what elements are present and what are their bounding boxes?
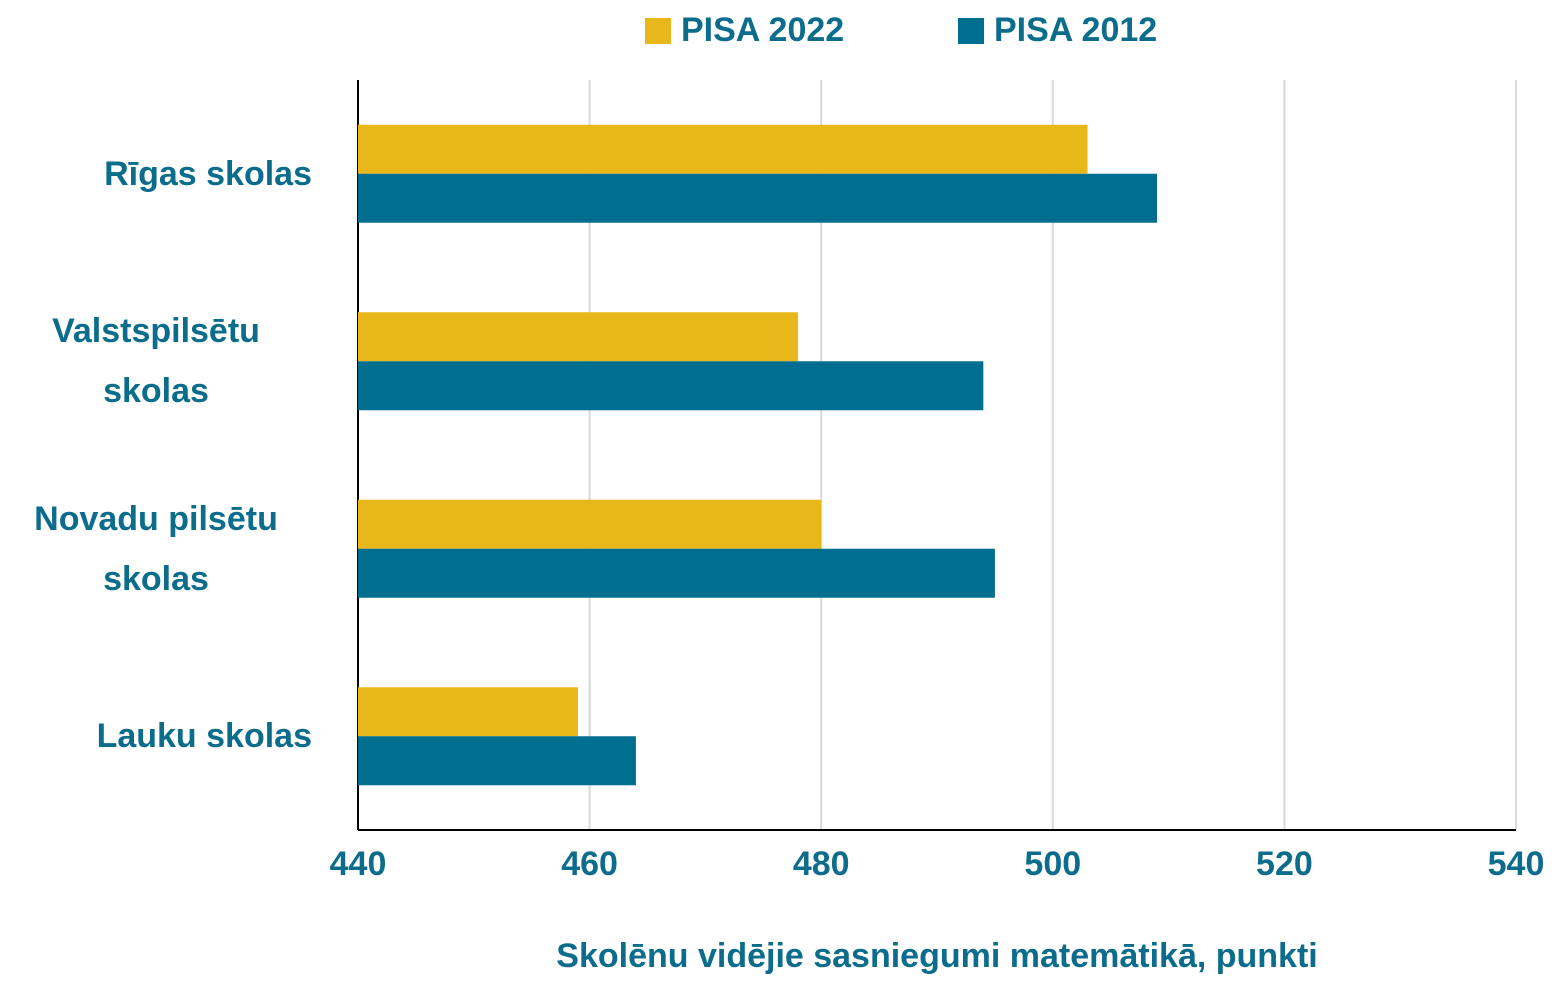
legend-swatch — [645, 18, 671, 44]
x-tick-label: 440 — [330, 845, 387, 883]
x-tick-label: 460 — [561, 845, 618, 883]
bar — [358, 736, 636, 786]
bar — [358, 361, 984, 411]
y-tick-label: Valstspilsētu skolas — [52, 312, 260, 411]
y-tick-label: Lauku skolas — [96, 717, 312, 756]
bar — [358, 499, 822, 549]
y-tick-label: Novadu pilsētu skolas — [34, 499, 278, 598]
x-tick-label: 500 — [1024, 845, 1081, 883]
x-tick-label: 480 — [793, 845, 850, 883]
legend-label: PISA 2012 — [994, 11, 1157, 49]
legend-label: PISA 2022 — [681, 11, 844, 49]
bar — [358, 312, 799, 362]
x-tick-label: 540 — [1488, 845, 1545, 883]
bar — [358, 124, 1088, 174]
bar — [358, 548, 995, 598]
y-tick-label: Rīgas skolas — [104, 154, 312, 193]
bar — [358, 687, 579, 737]
bar — [358, 173, 1158, 223]
legend-swatch — [958, 18, 984, 44]
x-tick-label: 520 — [1256, 845, 1313, 883]
x-axis-title: Skolēnu vidējie sasniegumi matemātikā, p… — [556, 937, 1317, 975]
